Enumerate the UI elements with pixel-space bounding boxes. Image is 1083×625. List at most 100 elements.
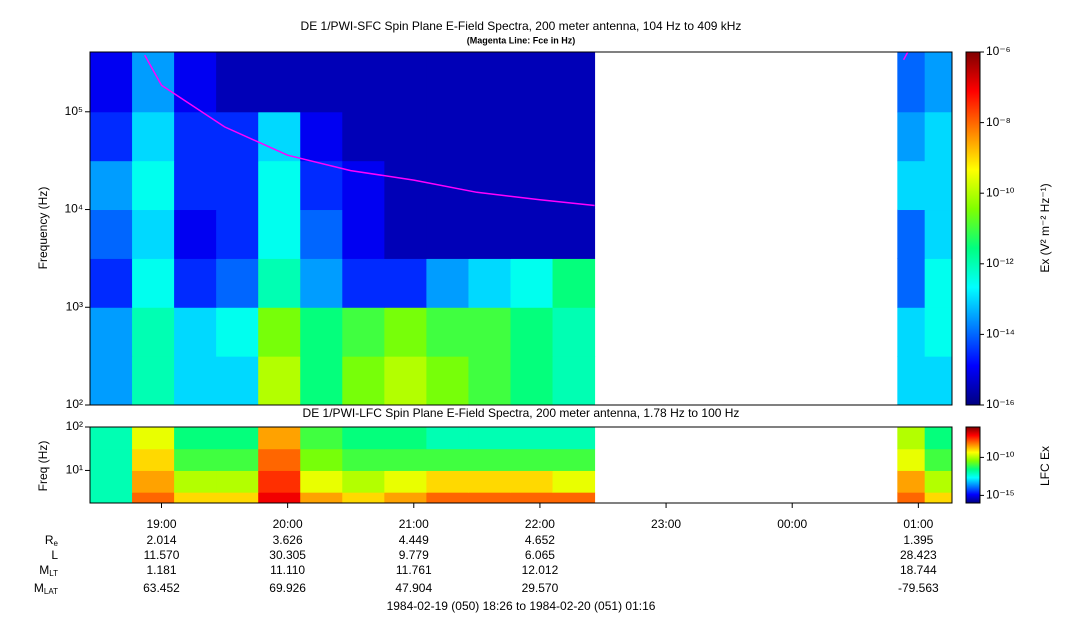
heatmap-cell (258, 492, 301, 504)
heatmap-cell (90, 111, 133, 162)
heatmap-cell (90, 258, 133, 308)
heatmap-cell (174, 356, 217, 406)
heatmap-cell (132, 209, 175, 259)
heatmap-cell (384, 356, 427, 406)
heatmap-cell (90, 356, 133, 406)
heatmap-cell (384, 307, 427, 357)
ephemeris-value: 1.395 (903, 533, 933, 547)
ephemeris-value: 11.110 (270, 563, 305, 577)
heatmap-cell (132, 356, 175, 406)
colorbar-tick-label: 10⁻⁸ (986, 115, 1011, 129)
heatmap-cell (342, 160, 385, 211)
heatmap-cell (468, 427, 511, 450)
ephemeris-value: -79.563 (898, 581, 939, 595)
heatmap-cell (258, 209, 301, 259)
heatmap-cell (426, 427, 469, 450)
heatmap-cell (552, 427, 596, 450)
ephemeris-value: 69.926 (269, 581, 306, 595)
ephemeris-value: 18.744 (900, 563, 937, 577)
heatmap-cell (174, 307, 217, 357)
heatmap-cell (216, 427, 259, 450)
heatmap-cell (552, 258, 596, 308)
heatmap-cell (300, 427, 343, 450)
heatmap-cell (132, 427, 175, 450)
heatmap-cell (216, 258, 259, 308)
ephemeris-value: 29.570 (522, 581, 559, 595)
heatmap-cell (426, 492, 469, 504)
heatmap-cell (216, 448, 259, 471)
heatmap-cell (426, 356, 469, 406)
x-tick-label: 23:00 (651, 517, 681, 531)
heatmap-cell (468, 448, 511, 471)
heatmap-cell (174, 448, 217, 471)
x-tick-label: 19:00 (146, 517, 176, 531)
heatmap-cell (300, 52, 343, 113)
heatmap-cell (510, 492, 554, 504)
heatmap-cell (510, 209, 554, 259)
ephemeris-value: 11.570 (144, 548, 180, 562)
heatmap-cell (174, 258, 217, 308)
ephemeris-value: 1.181 (146, 563, 176, 577)
heatmap-cell (132, 448, 175, 471)
ephemeris-name: M (39, 563, 49, 577)
heatmap-cell (384, 427, 427, 450)
heatmap-cell (342, 307, 385, 357)
heatmap-cell (258, 470, 301, 493)
heatmap-cell (300, 470, 343, 493)
ephemeris-value: 30.305 (269, 548, 306, 562)
plot-frame (89, 51, 953, 406)
ephemeris-value: 9.779 (399, 548, 429, 562)
ephemeris-name: L (51, 548, 58, 562)
heatmap-cell (90, 492, 133, 504)
heatmap-cell (924, 160, 953, 211)
heatmap-cell (426, 448, 469, 471)
ephemeris-label: MLT (39, 563, 58, 578)
x-tick-label: 20:00 (273, 517, 303, 531)
ephemeris-value: 11.761 (396, 563, 432, 577)
heatmap-cell (174, 209, 217, 259)
heatmap-cell (384, 448, 427, 471)
heatmap-cell (552, 52, 596, 113)
colorbar-tick-label: 10⁻¹⁵ (986, 488, 1015, 502)
heatmap-cell (342, 258, 385, 308)
heatmap-cell (300, 160, 343, 211)
y-axis-label: Freq (Hz) (36, 441, 50, 492)
ephemeris-label: Re (45, 533, 59, 548)
heatmap-cell (90, 52, 133, 113)
heatmap-cell (132, 111, 175, 162)
heatmap-cell (426, 209, 469, 259)
heatmap-cell (897, 427, 926, 450)
heatmap-cell (300, 209, 343, 259)
heatmap-cell (342, 52, 385, 113)
heatmap-cell (468, 52, 511, 113)
ephemeris-value: 47.904 (395, 581, 432, 595)
heatmap-cell (132, 307, 175, 357)
heatmap-cell (216, 307, 259, 357)
y-tick-label: 10⁵ (65, 104, 83, 118)
heatmap-cell (258, 427, 301, 450)
heatmap-cell (426, 258, 469, 308)
heatmap-cell (426, 111, 469, 162)
heatmap-cell (300, 356, 343, 406)
heatmap-cell (174, 470, 217, 493)
heatmap-cell (342, 492, 385, 504)
ephemeris-value: 12.012 (522, 563, 559, 577)
heatmap-cell (468, 258, 511, 308)
heatmap-cell (258, 258, 301, 308)
heatmap-cell (552, 111, 596, 162)
heatmap-cell (90, 427, 133, 450)
footer: 1984-02-19 (050) 18:26 to 1984-02-20 (05… (387, 599, 656, 613)
heatmap-cell (897, 492, 926, 504)
heatmap-cell (384, 470, 427, 493)
ephemeris-value: 3.626 (273, 533, 303, 547)
heatmap-cell (342, 470, 385, 493)
heatmap-cell (300, 492, 343, 504)
colorbar-tick-label: 10⁻¹⁰ (986, 450, 1015, 464)
heatmap-cell (897, 52, 926, 113)
heatmap-cell (216, 160, 259, 211)
heatmap-cell (132, 258, 175, 308)
x-tick-label: 21:00 (399, 517, 429, 531)
heatmap-cell (924, 52, 953, 113)
plot-frame (89, 426, 953, 504)
